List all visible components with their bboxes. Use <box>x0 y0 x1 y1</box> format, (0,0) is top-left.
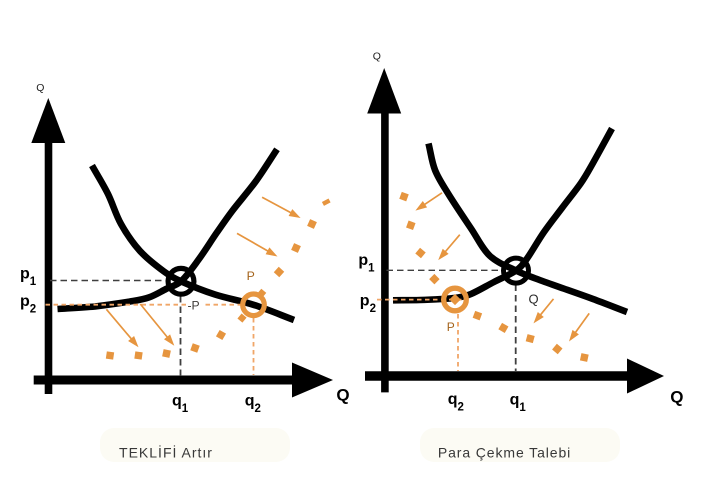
svg-text:Q: Q <box>373 51 381 63</box>
svg-text:TEKLİFİ Artır: TEKLİFİ Artır <box>119 443 213 460</box>
svg-text:Q: Q <box>670 388 683 407</box>
svg-text:Q: Q <box>336 386 349 405</box>
svg-text:Q: Q <box>529 292 539 307</box>
svg-text:P: P <box>447 320 455 334</box>
svg-text:P: P <box>247 269 255 283</box>
svg-text:Q: Q <box>36 82 44 94</box>
svg-text:-P: -P <box>188 299 200 313</box>
svg-text:Para Çekme Talebi: Para Çekme Talebi <box>438 444 571 460</box>
